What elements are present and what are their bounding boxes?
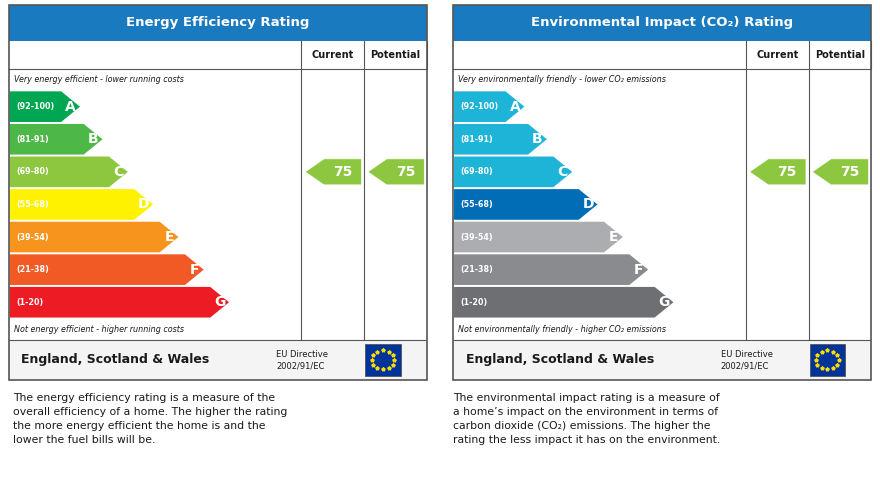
Text: B: B <box>88 132 99 146</box>
Text: A: A <box>65 100 76 114</box>
Text: Not energy efficient - higher running costs: Not energy efficient - higher running co… <box>14 325 184 334</box>
Text: (92-100): (92-100) <box>16 102 55 111</box>
Text: (39-54): (39-54) <box>16 233 48 242</box>
Text: (21-38): (21-38) <box>16 265 48 274</box>
Text: 75: 75 <box>778 165 797 179</box>
Text: (55-68): (55-68) <box>460 200 493 209</box>
Polygon shape <box>10 91 80 122</box>
Polygon shape <box>368 159 424 185</box>
Text: F: F <box>189 263 199 277</box>
Text: D: D <box>583 198 594 211</box>
Text: England, Scotland & Wales: England, Scotland & Wales <box>21 353 209 366</box>
Text: D: D <box>138 198 150 211</box>
Polygon shape <box>10 189 153 220</box>
Bar <box>365 344 400 376</box>
Polygon shape <box>10 124 102 155</box>
Text: C: C <box>558 165 568 179</box>
Text: (81-91): (81-91) <box>16 135 48 144</box>
Polygon shape <box>750 159 806 185</box>
Text: G: G <box>658 295 670 309</box>
Polygon shape <box>305 159 362 185</box>
Text: C: C <box>114 165 123 179</box>
Text: G: G <box>214 295 225 309</box>
Text: Energy Efficiency Rating: Energy Efficiency Rating <box>126 16 310 29</box>
Polygon shape <box>454 157 572 187</box>
Polygon shape <box>454 254 649 285</box>
Text: F: F <box>634 263 643 277</box>
Text: Potential: Potential <box>370 50 421 60</box>
Polygon shape <box>812 159 869 185</box>
Text: Environmental Impact (CO₂) Rating: Environmental Impact (CO₂) Rating <box>532 16 793 29</box>
Text: (1-20): (1-20) <box>460 298 488 307</box>
Bar <box>9 340 427 380</box>
Bar <box>453 5 871 40</box>
Text: (69-80): (69-80) <box>16 167 48 176</box>
Polygon shape <box>454 91 524 122</box>
Polygon shape <box>454 189 598 220</box>
Polygon shape <box>10 254 204 285</box>
Text: B: B <box>532 132 543 146</box>
Text: (92-100): (92-100) <box>460 102 499 111</box>
Polygon shape <box>454 287 673 317</box>
Text: (81-91): (81-91) <box>460 135 493 144</box>
Text: (1-20): (1-20) <box>16 298 43 307</box>
Text: A: A <box>510 100 520 114</box>
Text: (39-54): (39-54) <box>460 233 493 242</box>
Text: Current: Current <box>756 50 798 60</box>
Text: The energy efficiency rating is a measure of the
overall efficiency of a home. T: The energy efficiency rating is a measur… <box>13 393 288 445</box>
Text: (21-38): (21-38) <box>460 265 493 274</box>
Text: EU Directive
2002/91/EC: EU Directive 2002/91/EC <box>721 350 773 370</box>
Text: Current: Current <box>312 50 354 60</box>
Polygon shape <box>10 222 179 252</box>
Polygon shape <box>10 287 229 317</box>
Text: Very energy efficient - lower running costs: Very energy efficient - lower running co… <box>14 75 184 84</box>
Text: The environmental impact rating is a measure of
a home’s impact on the environme: The environmental impact rating is a mea… <box>453 393 721 445</box>
Text: E: E <box>609 230 618 244</box>
Bar <box>453 340 871 380</box>
Text: E: E <box>165 230 173 244</box>
Polygon shape <box>454 222 623 252</box>
Text: 75: 75 <box>396 165 415 179</box>
Text: 75: 75 <box>840 165 860 179</box>
Polygon shape <box>454 124 546 155</box>
Text: Potential: Potential <box>815 50 865 60</box>
Text: (55-68): (55-68) <box>16 200 48 209</box>
Text: Very environmentally friendly - lower CO₂ emissions: Very environmentally friendly - lower CO… <box>458 75 666 84</box>
Text: EU Directive
2002/91/EC: EU Directive 2002/91/EC <box>276 350 328 370</box>
Bar <box>9 5 427 40</box>
Text: England, Scotland & Wales: England, Scotland & Wales <box>466 353 654 366</box>
Text: Not environmentally friendly - higher CO₂ emissions: Not environmentally friendly - higher CO… <box>458 325 666 334</box>
Text: 75: 75 <box>334 165 353 179</box>
Bar <box>810 344 845 376</box>
Text: (69-80): (69-80) <box>460 167 493 176</box>
Polygon shape <box>10 157 128 187</box>
